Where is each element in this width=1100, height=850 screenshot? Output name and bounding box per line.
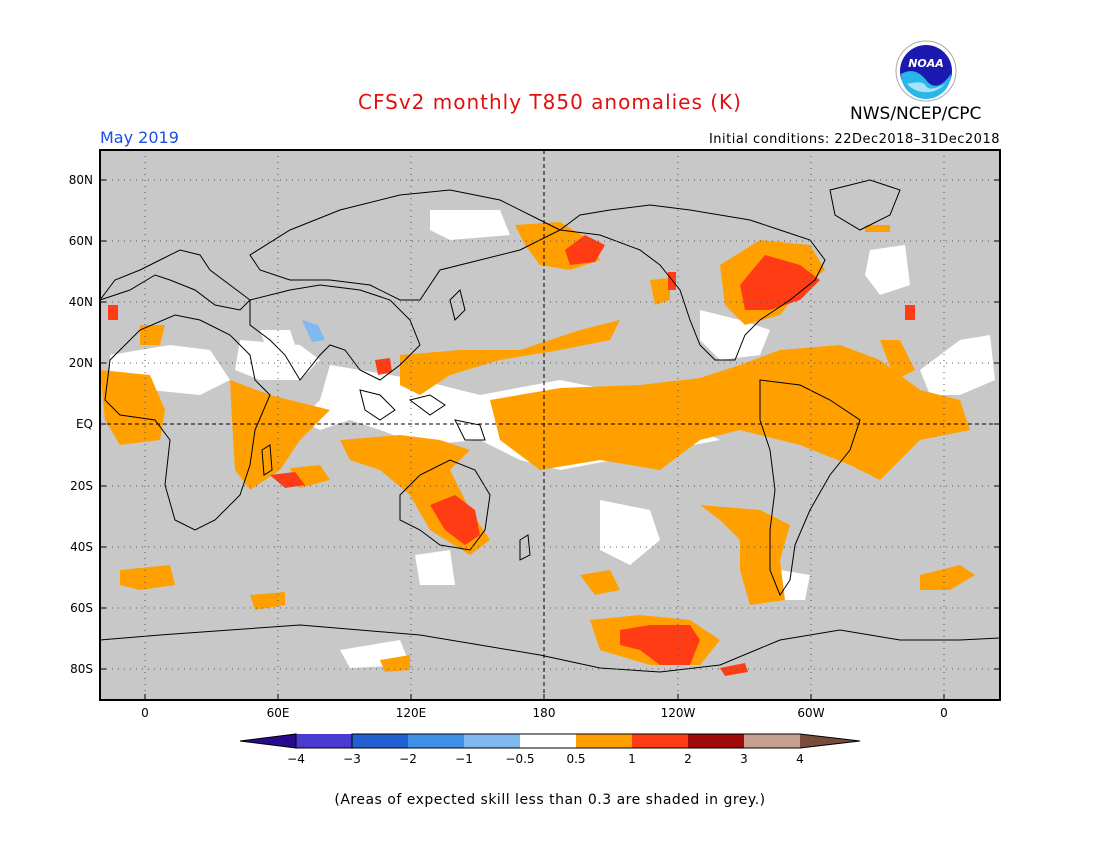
skill-footnote: (Areas of expected skill less than 0.3 a… <box>334 792 766 808</box>
legend-swatch <box>576 734 632 748</box>
lon-label: 180 <box>533 706 556 720</box>
legend-cap-low <box>240 734 296 748</box>
lon-label: 120E <box>396 706 427 720</box>
anomaly-cool-layer <box>302 320 325 342</box>
lon-label: 0 <box>141 706 149 720</box>
lat-label: 80N <box>69 173 93 187</box>
legend-swatch <box>408 734 464 748</box>
lat-ticks <box>100 179 1000 670</box>
lat-label: EQ <box>76 417 93 431</box>
lat-label: 80S <box>70 662 93 676</box>
legend-label: −2 <box>399 752 417 766</box>
lat-label: 60N <box>69 234 93 248</box>
map-title: CFSv2 monthly T850 anomalies (K) <box>358 90 742 114</box>
legend-swatch <box>464 734 520 748</box>
legend-labels: −4 −3 −2 −1 −0.5 0.5 1 2 3 4 <box>287 752 804 766</box>
legend-label: 2 <box>684 752 692 766</box>
lon-label: 120W <box>661 706 696 720</box>
legend-cap-high <box>800 734 860 748</box>
lon-label: 60W <box>797 706 824 720</box>
legend-swatch <box>296 734 352 748</box>
forecast-month: May 2019 <box>100 128 179 147</box>
lat-label: 60S <box>70 601 93 615</box>
lon-labels: 0 60E 120E 180 120W 60W 0 <box>141 706 948 720</box>
lon-label: 60E <box>267 706 290 720</box>
legend-label: −0.5 <box>505 752 534 766</box>
legend-swatch <box>632 734 688 748</box>
legend-swatch <box>688 734 744 748</box>
initial-conditions: Initial conditions: 22Dec2018–31Dec2018 <box>708 132 1000 147</box>
graticule <box>100 150 1000 700</box>
lat-label: 40S <box>70 540 93 554</box>
map-frame <box>99 149 1001 701</box>
legend-label: 3 <box>740 752 748 766</box>
coastlines <box>98 179 1001 673</box>
lat-label: 40N <box>69 295 93 309</box>
legend-label: −3 <box>343 752 361 766</box>
legend-swatch <box>352 734 408 748</box>
noaa-logo: NOAA <box>895 40 957 102</box>
lat-labels: 80N 60N 40N 20N EQ 20S 40S 60S 80S <box>69 173 93 676</box>
legend-label: 0.5 <box>566 752 585 766</box>
legend-label: 1 <box>628 752 636 766</box>
legend-label: −4 <box>287 752 305 766</box>
lon-ticks <box>144 694 945 700</box>
agency-label: NWS/NCEP/CPC <box>850 104 982 124</box>
lon-label: 0 <box>940 706 948 720</box>
legend-swatch <box>520 734 576 748</box>
legend-label: −1 <box>455 752 473 766</box>
lat-label: 20S <box>70 479 93 493</box>
color-legend <box>239 733 861 749</box>
lat-label: 20N <box>69 356 93 370</box>
anomaly-1-2-layer <box>108 235 915 676</box>
legend-swatch <box>744 734 800 748</box>
legend-label: 4 <box>796 752 804 766</box>
logo-text: NOAA <box>908 57 944 70</box>
